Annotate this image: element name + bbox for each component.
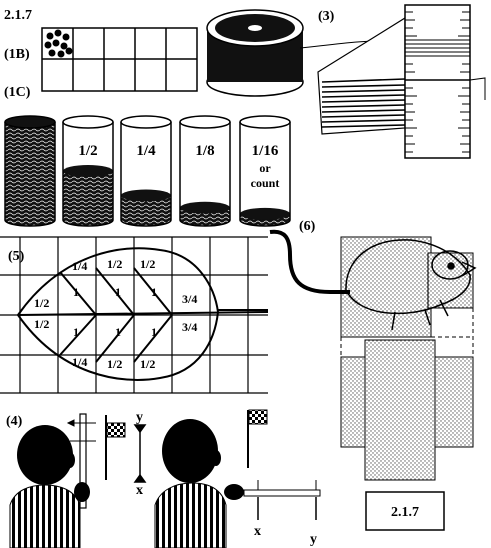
leaf-label: 1 bbox=[73, 325, 79, 339]
jar-fill bbox=[5, 122, 55, 226]
flag-left bbox=[105, 415, 126, 480]
jar-fill-surface bbox=[121, 189, 171, 202]
jar: 1/2 bbox=[62, 115, 114, 227]
leaf-label: 1/2 bbox=[34, 296, 49, 310]
axis-marks-left bbox=[133, 424, 147, 483]
axis-marks-right bbox=[257, 497, 317, 520]
leaf-label: 1/4 bbox=[72, 355, 87, 369]
jar-body bbox=[179, 122, 231, 227]
flag-right bbox=[247, 409, 268, 468]
counting-grid bbox=[41, 27, 198, 92]
pelt-dashed-guides bbox=[340, 308, 474, 357]
jar-body bbox=[239, 122, 291, 227]
dot-cluster bbox=[44, 29, 73, 58]
jar bbox=[4, 115, 56, 227]
jar-fill bbox=[121, 195, 171, 226]
leaf-label: 1/2 bbox=[107, 257, 122, 271]
caption-box-label: 2.1.7 bbox=[391, 505, 419, 520]
thread-spool bbox=[206, 9, 406, 97]
jar-fill-surface bbox=[63, 165, 113, 177]
jar-body bbox=[4, 122, 56, 227]
jar-rim bbox=[4, 115, 56, 129]
figure-id-label: 2.1.7 bbox=[4, 8, 32, 23]
leaf-label: 3/4 bbox=[182, 292, 197, 306]
axis-label-x-left: x bbox=[136, 483, 143, 498]
jar-rim bbox=[120, 115, 172, 129]
thread-stack bbox=[317, 16, 406, 135]
pelt-outline bbox=[340, 236, 474, 481]
leaf-label: 1 bbox=[115, 325, 121, 339]
panel-label-5: (5) bbox=[8, 249, 25, 264]
leaf-label: 1/2 bbox=[34, 317, 49, 331]
jar-note-label: count bbox=[251, 176, 280, 190]
jar-fraction-label: 1/2 bbox=[78, 143, 97, 159]
jar-rim bbox=[62, 115, 114, 129]
axis-label-x-right: x bbox=[254, 524, 261, 539]
jar-fraction-label: 1/4 bbox=[136, 143, 156, 159]
rat-figure bbox=[269, 229, 477, 331]
leaf-label: 1 bbox=[115, 285, 121, 299]
panel-label-4: (4) bbox=[6, 414, 23, 429]
leaf-label: 1 bbox=[151, 325, 157, 339]
panel-label-1b: (1B) bbox=[4, 47, 30, 62]
leaf-label: 1/4 bbox=[72, 259, 87, 273]
person-right bbox=[154, 419, 244, 548]
axis-label-y-right: y bbox=[310, 532, 317, 547]
jar: 1/8 bbox=[179, 115, 231, 227]
pencil-left bbox=[66, 419, 96, 442]
pencil-right bbox=[243, 480, 321, 497]
jar: 1/4 bbox=[120, 115, 172, 227]
person-left bbox=[9, 413, 90, 548]
panel-label-1c: (1C) bbox=[4, 85, 31, 100]
leaf-cell-labels: 1/4 1/2 1/2 1 1 1 1 1 1 1/4 1/2 1/2 1/2 … bbox=[34, 257, 197, 371]
jar-fraction-label: 1/8 bbox=[195, 143, 214, 159]
jar-rim bbox=[239, 115, 291, 129]
jar-body bbox=[62, 122, 114, 227]
leaf-label: 1/2 bbox=[107, 357, 122, 371]
ruler bbox=[404, 4, 486, 159]
leaf-label: 3/4 bbox=[182, 320, 197, 334]
jar-fill-surface bbox=[180, 201, 230, 214]
jar-fill-surface bbox=[240, 207, 290, 220]
leaf-label: 1 bbox=[151, 285, 157, 299]
jar-note-label: or bbox=[259, 161, 271, 175]
jar-fraction-label: 1/16 bbox=[252, 143, 279, 159]
panel-label-6: (6) bbox=[299, 219, 316, 234]
leaf-label: 1/2 bbox=[140, 257, 155, 271]
caption-box bbox=[365, 491, 445, 531]
axis-label-y-left: y bbox=[136, 410, 143, 425]
jar-fill bbox=[63, 171, 113, 226]
jar-body bbox=[120, 122, 172, 227]
panel-label-3: (3) bbox=[318, 9, 335, 24]
leaf-outline bbox=[16, 247, 269, 381]
leaf-label: 1/2 bbox=[140, 357, 155, 371]
leaf-label: 1 bbox=[73, 285, 79, 299]
jar-rim bbox=[179, 115, 231, 129]
